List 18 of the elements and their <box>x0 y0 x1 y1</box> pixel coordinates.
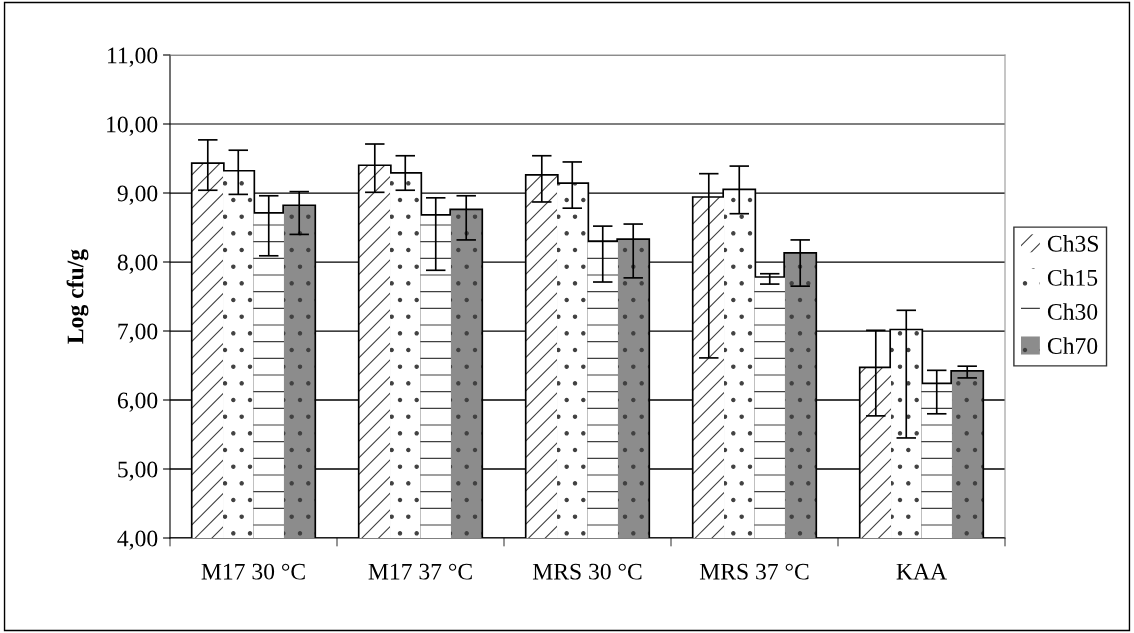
y-tick-label: 11,00 <box>108 47 158 67</box>
x-tick-label: M17 37 °C <box>368 563 472 580</box>
y-tick-label: 6,00 <box>117 392 158 412</box>
y-tick-label: 10,00 <box>107 116 158 136</box>
x-tick-label: M17 30 °C <box>201 563 305 580</box>
legend-label: Ch3S <box>1047 235 1098 252</box>
y-axis-title: Log cfu/g <box>66 249 89 344</box>
y-tick-label: 5,00 <box>118 461 158 481</box>
legend-label: Ch15 <box>1047 269 1098 286</box>
y-tick-label: 4,00 <box>117 530 158 550</box>
legend-label: Ch70 <box>1047 337 1098 354</box>
y-tick-label: 9,00 <box>117 185 158 205</box>
x-tick-label: KAA <box>896 563 947 580</box>
y-tick-label: 8,00 <box>117 254 158 274</box>
legend-label: Ch30 <box>1047 303 1098 320</box>
x-tick-label: MRS 37 °C <box>699 563 809 580</box>
y-tick-label: 7,00 <box>118 323 158 343</box>
x-tick-label: MRS 30 °C <box>532 563 642 580</box>
